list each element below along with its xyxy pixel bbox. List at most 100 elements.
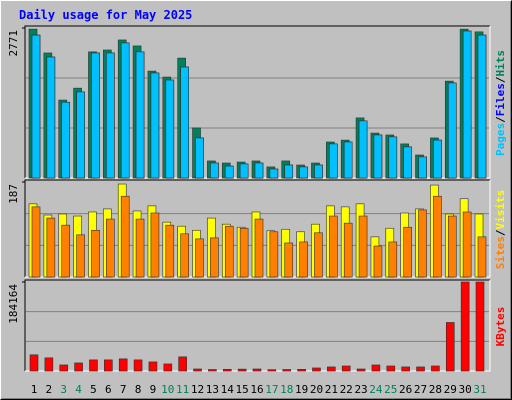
x-tick-label: 4 (75, 383, 82, 396)
x-tick-label: 19 (295, 383, 308, 396)
bar (416, 366, 425, 372)
y-tick-label: 184164 (7, 284, 20, 324)
bar (343, 141, 353, 179)
bar (74, 362, 83, 372)
bar (445, 322, 455, 372)
bar (135, 218, 145, 278)
bar (178, 356, 187, 372)
x-tick-label: 5 (90, 383, 97, 396)
x-tick-label: 23 (354, 383, 367, 396)
bar (388, 241, 398, 278)
panel (25, 280, 490, 371)
x-tick-label: 26 (399, 383, 412, 396)
bar (358, 215, 368, 278)
chart-title: Daily usage for May 2025 (19, 8, 192, 22)
x-tick-label: 11 (176, 383, 189, 396)
bar (239, 227, 249, 278)
bar (327, 366, 336, 372)
panel-edge-dark (24, 179, 490, 277)
bar (386, 365, 396, 372)
bar (106, 218, 115, 278)
bar (462, 211, 472, 278)
bar (460, 281, 470, 372)
bar (284, 242, 294, 278)
legend-entry: Visits (494, 190, 507, 230)
legend-entry: Pages (494, 123, 507, 156)
legend-entry: Sites (494, 236, 507, 269)
x-tick-label: 30 (459, 383, 472, 396)
bar (418, 156, 427, 179)
bar (89, 359, 98, 372)
bar (193, 368, 202, 372)
x-tick-label: 28 (429, 383, 442, 396)
panel (25, 26, 490, 178)
x-tick-label: 13 (206, 383, 219, 396)
x-tick-label: 29 (444, 383, 457, 396)
bar (46, 56, 56, 179)
bar (341, 365, 351, 372)
legend: Pages/Files/Hits (494, 50, 507, 156)
bar (267, 369, 277, 372)
bar (477, 34, 487, 179)
bar (208, 369, 217, 372)
bar (358, 120, 368, 179)
bar (224, 225, 234, 278)
bar (31, 34, 41, 179)
bar (314, 164, 323, 179)
bar (29, 354, 39, 372)
x-tick-label: 22 (340, 383, 353, 396)
bar (210, 237, 219, 278)
bar (462, 30, 472, 179)
x-tick-label: 3 (60, 383, 67, 396)
bar (475, 281, 485, 372)
bar (165, 79, 175, 179)
bar (343, 222, 353, 278)
bar (180, 66, 189, 179)
bar (150, 72, 160, 179)
y-tick-label: 187 (7, 184, 20, 204)
bar (401, 366, 410, 372)
bar (224, 165, 234, 179)
bar (91, 229, 100, 278)
bar (44, 357, 54, 372)
x-tick-label: 2 (46, 383, 53, 396)
legend-separator: / (494, 76, 507, 83)
x-tick-label: 6 (105, 383, 112, 396)
bar (106, 52, 115, 179)
bar (284, 164, 294, 179)
bar (418, 209, 427, 278)
legend: Sites/Visits (494, 190, 507, 270)
bar (195, 238, 204, 278)
panel-edge-dark (24, 279, 490, 371)
bar (329, 215, 338, 278)
bar (282, 369, 292, 372)
x-tick-label: 9 (150, 383, 157, 396)
legend: KBytes (494, 307, 507, 347)
bar (269, 231, 279, 278)
bar (269, 168, 279, 179)
x-tick-label: 15 (236, 383, 249, 396)
legend-entry: KBytes (494, 307, 507, 347)
bar (61, 224, 71, 278)
bar (329, 143, 338, 179)
bar (373, 134, 383, 179)
legend-entry: Files (494, 83, 507, 116)
bar (180, 233, 189, 278)
x-tick-label: 16 (250, 383, 263, 396)
bar (165, 224, 175, 278)
x-tick-label: 17 (265, 383, 278, 396)
bar (104, 359, 113, 372)
bar (118, 358, 128, 372)
bar (222, 369, 232, 372)
bar (46, 217, 56, 278)
bar (120, 195, 130, 278)
bar (403, 146, 412, 179)
bar (61, 101, 71, 179)
x-tick-label: 18 (280, 383, 293, 396)
bar (239, 163, 249, 179)
bar (356, 368, 366, 372)
bar (314, 232, 323, 278)
